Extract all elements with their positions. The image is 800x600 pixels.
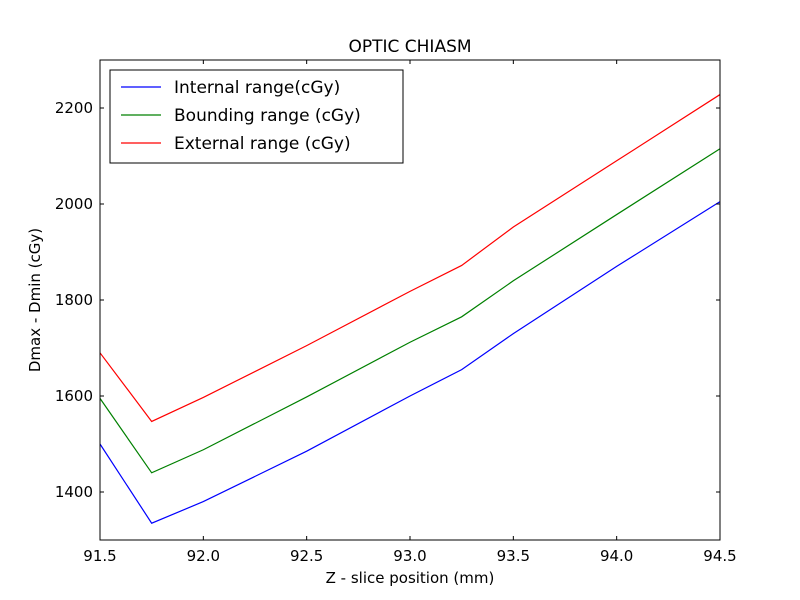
y-tick-label: 2000	[55, 195, 93, 213]
y-tick-label: 1600	[55, 387, 93, 405]
x-tick-label: 91.5	[83, 547, 116, 565]
series-layer	[99, 94, 721, 524]
y-axis-label: Dmax - Dmin (cGy)	[26, 228, 44, 372]
legend-label-0: Internal range(cGy)	[174, 78, 340, 98]
x-tick-label: 92.0	[187, 547, 220, 565]
y-tick-label: 2200	[55, 99, 93, 117]
x-tick-label: 92.5	[290, 547, 323, 565]
x-tick-label: 93.5	[497, 547, 530, 565]
legend: Internal range(cGy) Bounding range (cGy) E…	[109, 69, 404, 164]
x-tick-label: 94.0	[600, 547, 633, 565]
x-axis-label: Z - slice position (mm)	[326, 569, 495, 587]
series-line-0	[99, 201, 721, 524]
y-tick-label: 1800	[55, 291, 93, 309]
legend-label-2: External range (cGy)	[174, 134, 351, 154]
legend-label-1: Bounding range (cGy)	[174, 106, 361, 126]
ticks-layer: 91.5 92.0 92.5 93.0 93.5 94.0 94.5 1400 1600 1800…	[55, 60, 737, 565]
chart-title: OPTIC CHIASM	[348, 37, 471, 57]
x-tick-label: 94.5	[703, 547, 736, 565]
x-tick-label: 93.0	[393, 547, 426, 565]
series-line-2	[99, 94, 721, 423]
y-tick-label: 1400	[55, 483, 93, 501]
legend-box	[109, 69, 404, 164]
series-line-1	[99, 148, 721, 474]
